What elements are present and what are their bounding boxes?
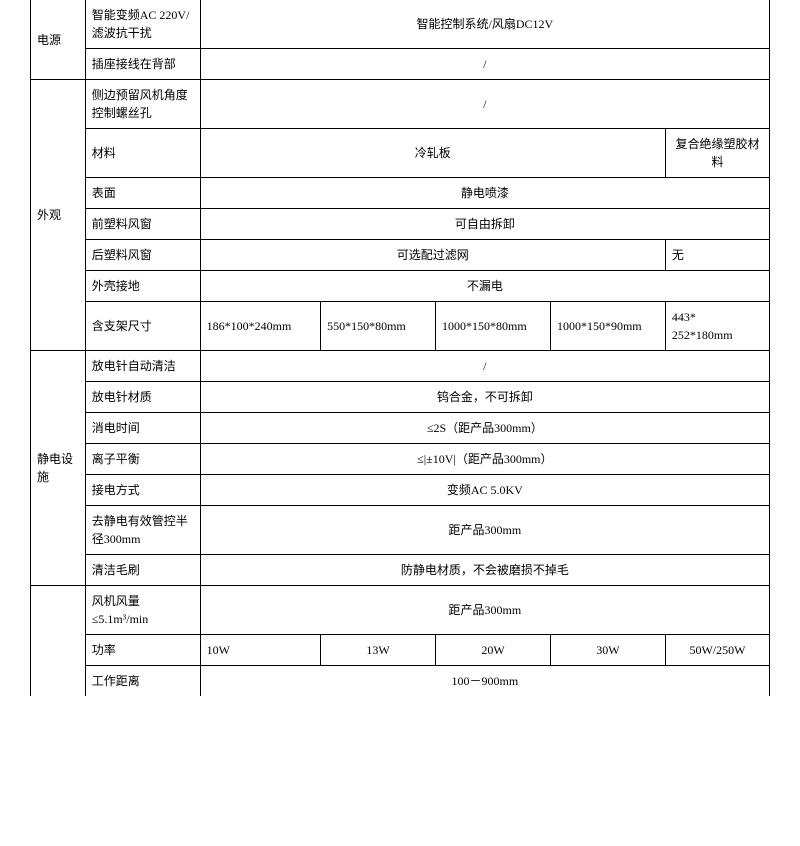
fan-r3-label: 工作距离 [85, 666, 200, 697]
appearance-r6-label: 外壳接地 [85, 271, 200, 302]
esd-r5-label: 接电方式 [85, 475, 200, 506]
esd-category: 静电设施 [31, 351, 86, 586]
fan-r2-c1: 10W [200, 635, 320, 666]
esd-r7-label: 清洁毛刷 [85, 555, 200, 586]
power-r2-value: / [200, 49, 769, 80]
appearance-r4-value: 可自由拆卸 [200, 209, 769, 240]
fan-r2-c5: 50W/250W [665, 635, 769, 666]
esd-r6-label: 去静电有效管控半径300mm [85, 506, 200, 555]
spec-table: 电源 智能变频AC 220V/滤波抗干扰 智能控制系统/风扇DC12V 插座接线… [30, 0, 770, 696]
appearance-r5-main: 可选配过滤网 [200, 240, 665, 271]
esd-r4-label: 离子平衡 [85, 444, 200, 475]
esd-r3-value: ≤2S（距产品300mm） [200, 413, 769, 444]
fan-category [31, 586, 86, 697]
appearance-r1-value: / [200, 80, 769, 129]
fan-r2-c3: 20W [436, 635, 551, 666]
fan-r1-label: 风机风量 ≤5.1m³/min [85, 586, 200, 635]
esd-r2-label: 放电针材质 [85, 382, 200, 413]
appearance-r7-c3: 1000*150*80mm [436, 302, 551, 351]
appearance-r7-c4: 1000*150*90mm [550, 302, 665, 351]
fan-r2-label: 功率 [85, 635, 200, 666]
appearance-r2-main: 冷轧板 [200, 129, 665, 178]
fan-r2-c2: 13W [321, 635, 436, 666]
fan-r3-value: 100－900mm [200, 666, 769, 697]
power-category: 电源 [31, 0, 86, 80]
appearance-r2-right: 复合绝缘塑胶材料 [665, 129, 769, 178]
appearance-r2-label: 材料 [85, 129, 200, 178]
appearance-r7-c1: 186*100*240mm [200, 302, 320, 351]
fan-r1-value: 距产品300mm [200, 586, 769, 635]
fan-r2-c4: 30W [550, 635, 665, 666]
esd-r1-value: / [200, 351, 769, 382]
esd-r3-label: 消电时间 [85, 413, 200, 444]
esd-r7-value: 防静电材质，不会被磨损不掉毛 [200, 555, 769, 586]
appearance-r1-label: 侧边预留风机角度控制螺丝孔 [85, 80, 200, 129]
appearance-r3-value: 静电喷漆 [200, 178, 769, 209]
esd-r6-value: 距产品300mm [200, 506, 769, 555]
appearance-r6-value: 不漏电 [200, 271, 769, 302]
appearance-r4-label: 前塑料风窗 [85, 209, 200, 240]
esd-r4-value: ≤|±10V|（距产品300mm） [200, 444, 769, 475]
esd-r5-value: 变频AC 5.0KV [200, 475, 769, 506]
appearance-r5-label: 后塑料风窗 [85, 240, 200, 271]
appearance-category: 外观 [31, 80, 86, 351]
power-r1-value: 智能控制系统/风扇DC12V [200, 0, 769, 49]
appearance-r5-right: 无 [665, 240, 769, 271]
power-r1-label: 智能变频AC 220V/滤波抗干扰 [85, 0, 200, 49]
appearance-r7-c2: 550*150*80mm [321, 302, 436, 351]
appearance-r7-label: 含支架尺寸 [85, 302, 200, 351]
appearance-r3-label: 表面 [85, 178, 200, 209]
power-r2-label: 插座接线在背部 [85, 49, 200, 80]
esd-r1-label: 放电针自动清洁 [85, 351, 200, 382]
esd-r2-value: 钨合金，不可拆卸 [200, 382, 769, 413]
appearance-r7-c5: 443* 252*180mm [665, 302, 769, 351]
